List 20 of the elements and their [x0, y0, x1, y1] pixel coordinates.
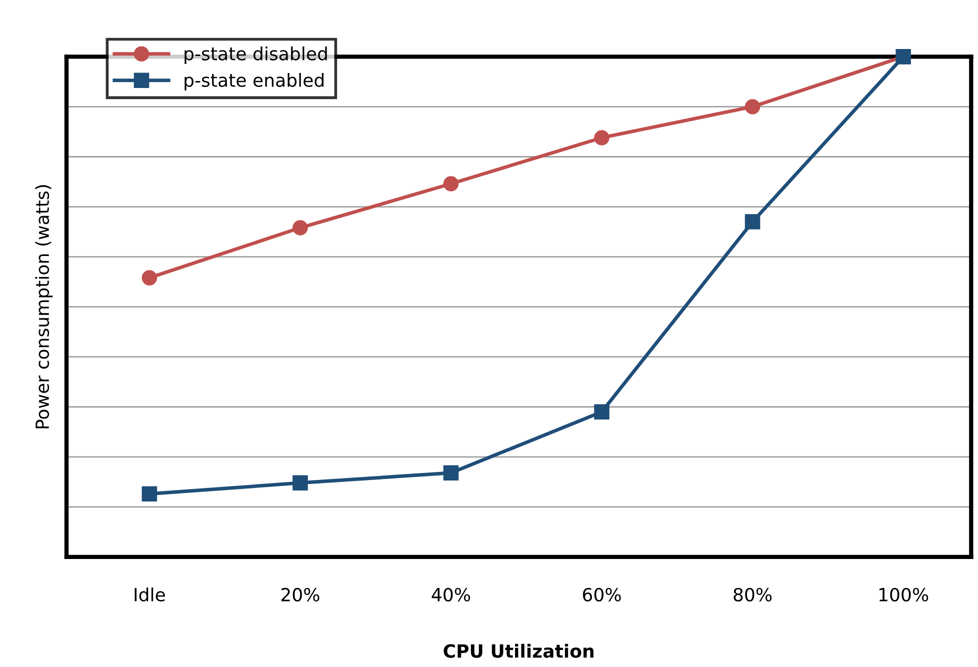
x-tick-label: Idle: [134, 588, 165, 602]
point: [292, 475, 308, 491]
point: [594, 130, 610, 146]
x-tick-label: 60%: [582, 588, 621, 602]
legend-label: p-state enabled: [184, 72, 324, 90]
point: [443, 176, 459, 192]
point: [142, 270, 158, 286]
point: [594, 404, 610, 420]
point: [443, 465, 459, 481]
point: [744, 214, 760, 230]
point: [292, 220, 308, 236]
point: [744, 99, 760, 114]
x-tick-label: 20%: [281, 588, 320, 602]
x-axis-title: CPU Utilization: [444, 644, 594, 658]
x-tick-label: 80%: [734, 588, 772, 602]
x-tick-label: 100%: [879, 588, 928, 602]
point: [142, 486, 158, 502]
y-axis-title: Power consumption (watts): [35, 185, 53, 428]
legend-label: p-state disabled: [184, 46, 327, 64]
x-tick-label: 40%: [432, 588, 470, 602]
